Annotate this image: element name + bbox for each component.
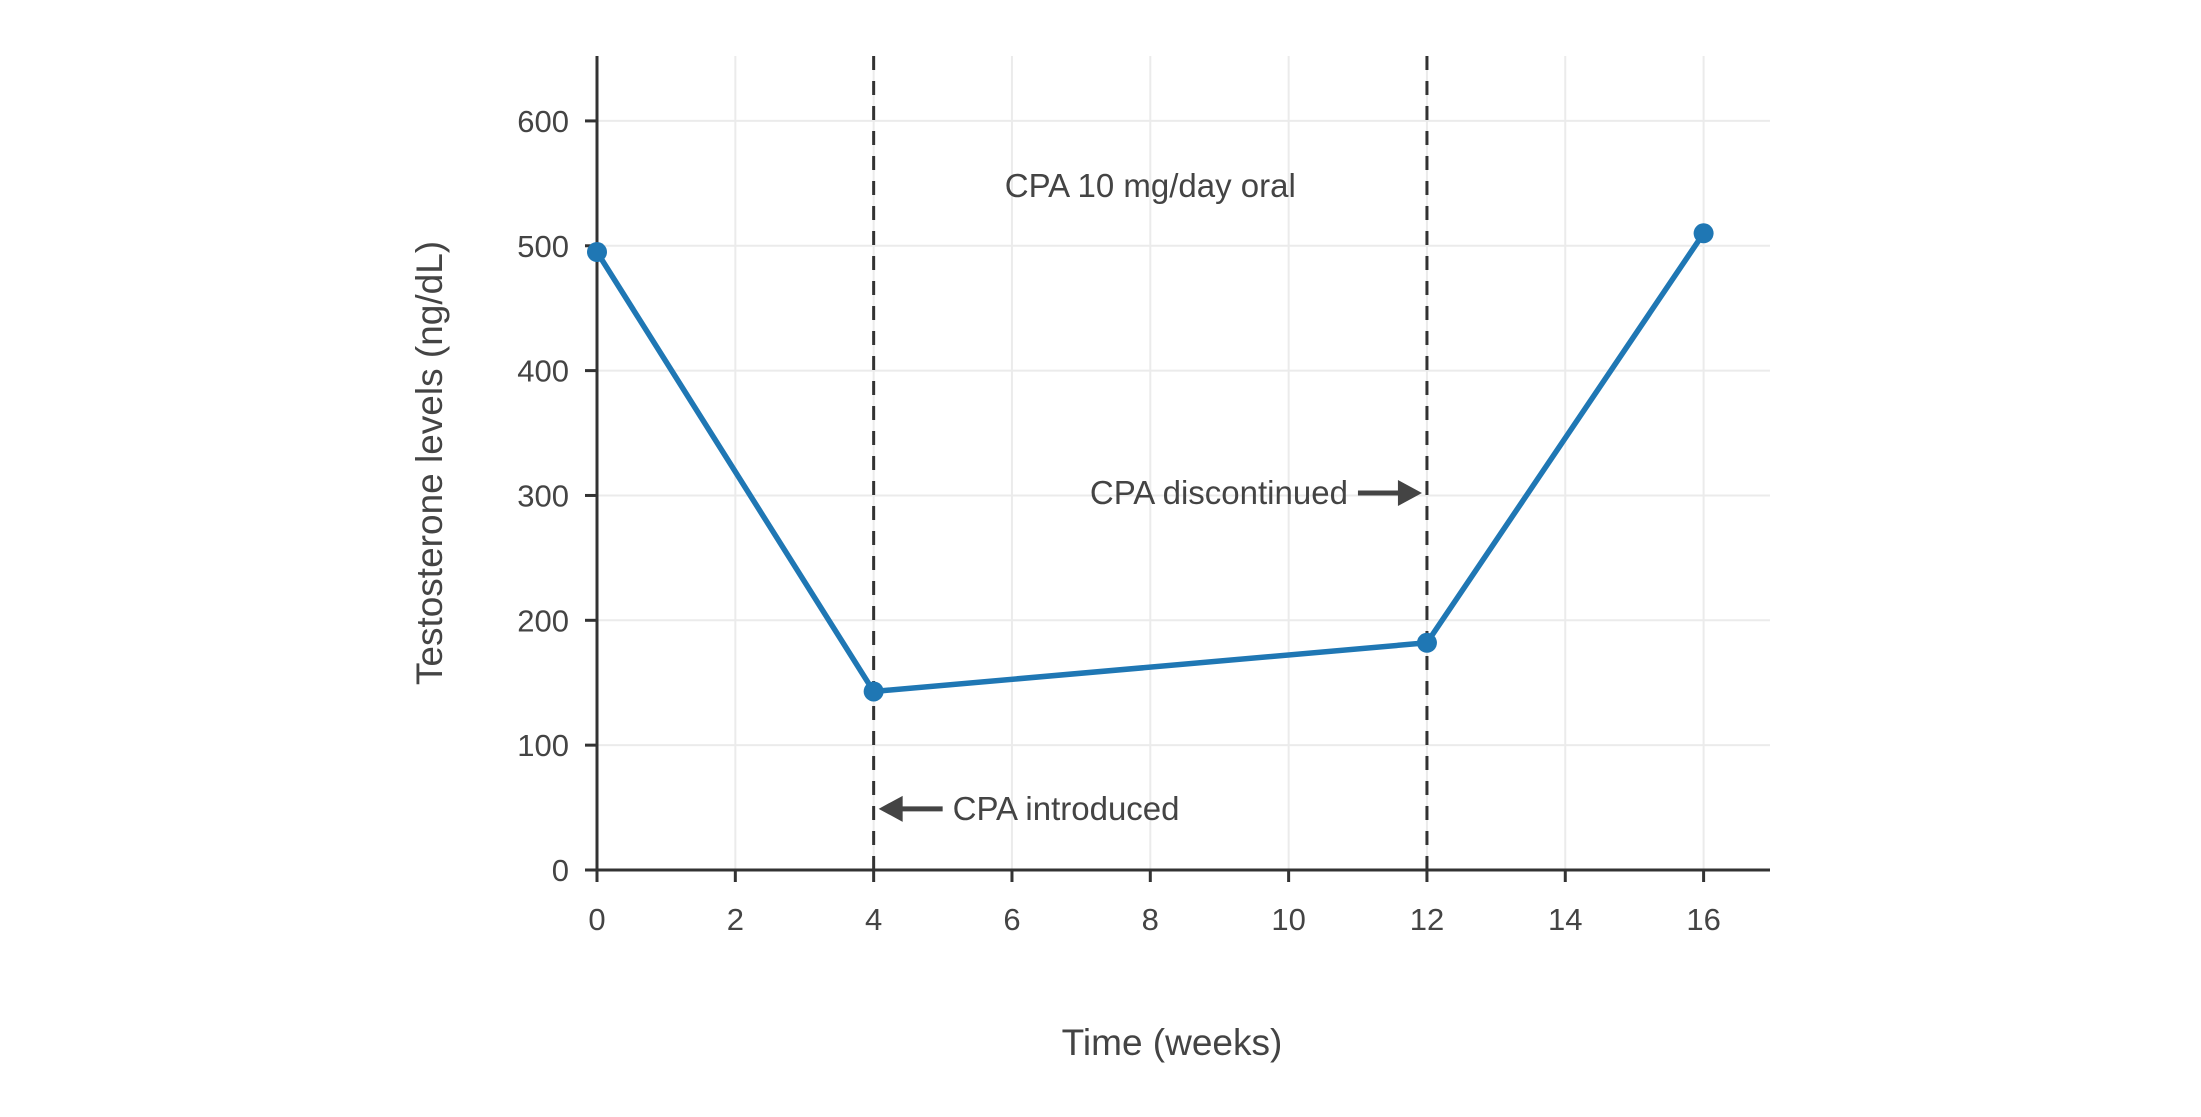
y-tick-label: 300 xyxy=(517,478,569,513)
reference-lines xyxy=(872,56,1429,870)
y-axis-title: Testosterone levels (ng/dL) xyxy=(409,241,450,685)
x-tick-label: 8 xyxy=(1142,902,1159,937)
x-tick-label: 2 xyxy=(727,902,744,937)
right-arrow-icon xyxy=(1397,479,1422,506)
x-axis-title: Time (weeks) xyxy=(1062,1022,1283,1063)
data-point xyxy=(587,242,607,263)
y-tick-label: 0 xyxy=(552,853,569,888)
data-point xyxy=(863,681,884,702)
y-tick-label: 100 xyxy=(517,728,569,763)
data-point xyxy=(1693,223,1714,244)
annotation-text: CPA introduced xyxy=(953,790,1180,827)
y-tick-label: 200 xyxy=(517,603,569,638)
annotations: CPA 10 mg/day oral CPA discontinued CPA in… xyxy=(878,167,1422,827)
y-tick-label: 400 xyxy=(517,354,569,389)
x-tick-label: 16 xyxy=(1686,902,1720,937)
testosterone-line xyxy=(594,230,1707,695)
y-tick-label: 600 xyxy=(517,104,569,139)
axes: 0 2 4 6 8 10 12 14 16 0 100 200 300 400 500 600 xyxy=(517,56,1770,937)
x-tick-label: 10 xyxy=(1271,902,1305,937)
x-tick-label: 14 xyxy=(1548,902,1582,937)
x-tick-label: 4 xyxy=(865,902,882,937)
data-series xyxy=(587,223,1714,702)
x-tick-label: 12 xyxy=(1410,902,1444,937)
x-tick-label: 0 xyxy=(588,902,605,937)
data-point xyxy=(1416,632,1437,653)
y-tick-label: 500 xyxy=(517,229,569,264)
annotation-text: CPA discontinued xyxy=(1090,474,1348,511)
left-arrow-icon xyxy=(878,795,903,822)
x-tick-label: 6 xyxy=(1003,902,1020,937)
annotation-text: CPA 10 mg/day oral xyxy=(1005,167,1296,204)
